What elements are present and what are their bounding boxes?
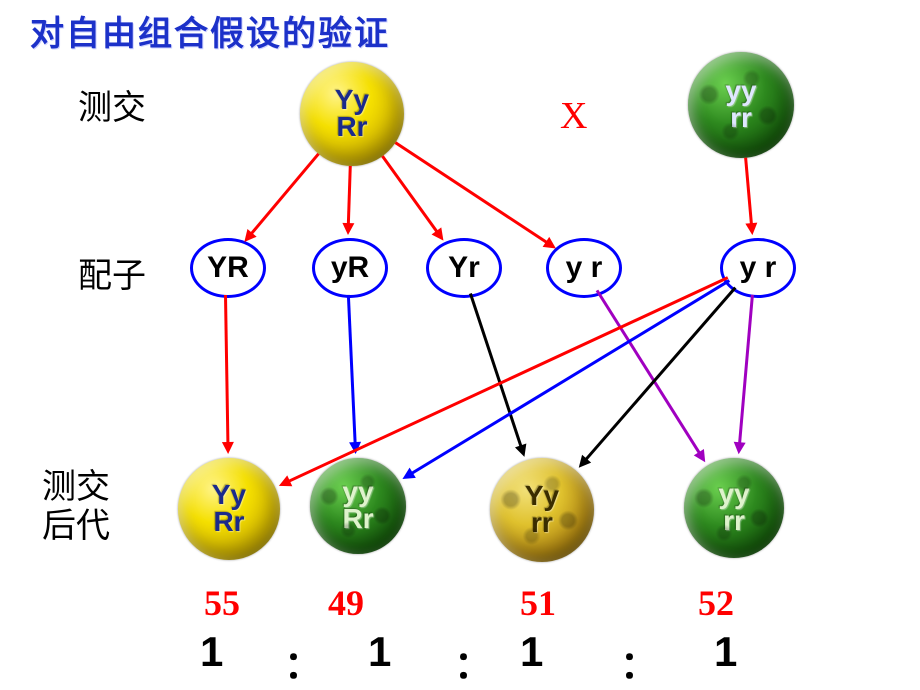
diagram-stage: 对自由组合假设的验证 测交 配子 测交 后代 X Yy Rr yy rr YR …: [0, 0, 920, 690]
offspring-pea-o1: Yy Rr: [178, 458, 280, 560]
offspring-pea-o3: Yy rr: [490, 458, 594, 562]
offspring-o2-line1: yy: [342, 479, 373, 506]
offspring-o4-line2: rr: [723, 508, 745, 535]
offspring-o1-line1: Yy: [212, 482, 246, 509]
gamete-g1: YR: [190, 238, 266, 298]
gamete-g2: yR: [312, 238, 388, 298]
offspring-o2-line2: Rr: [342, 506, 373, 533]
cross-symbol: X: [560, 94, 587, 138]
offspring-o1-line2: Rr: [213, 509, 244, 536]
label-testcross: 测交: [78, 80, 146, 129]
parent-pea-p1: Yy Rr: [300, 62, 404, 166]
offspring-o3-line1: Yy: [525, 483, 559, 510]
ratio-sep2: ：: [454, 634, 492, 689]
ratio-sep3: ：: [620, 634, 658, 689]
count-o4: 52: [698, 582, 734, 624]
parent-p2-line2: rr: [730, 105, 752, 132]
offspring-o3-line2: rr: [531, 510, 553, 537]
parent-p2-line1: yy: [725, 78, 756, 105]
count-o3: 51: [520, 582, 556, 624]
offspring-pea-o2: yy Rr: [310, 458, 406, 554]
ratio-v1: 1: [200, 628, 223, 676]
offspring-pea-o4: yy rr: [684, 458, 784, 558]
label-gametes: 配子: [78, 248, 146, 297]
parent-pea-p2: yy rr: [688, 52, 794, 158]
gamete-g4: y r: [546, 238, 622, 298]
diagram-title: 对自由组合假设的验证: [30, 6, 390, 55]
parent-p1-line1: Yy: [335, 87, 369, 114]
count-o2: 49: [328, 582, 364, 624]
ratio-sep1: ：: [284, 634, 322, 689]
count-o1: 55: [204, 582, 240, 624]
ratio-v3: 1: [520, 628, 543, 676]
offspring-o4-line1: yy: [718, 481, 749, 508]
gamete-g5: y r: [720, 238, 796, 298]
parent-p1-line2: Rr: [336, 114, 367, 141]
gamete-g3: Yr: [426, 238, 502, 298]
ratio-v4: 1: [714, 628, 737, 676]
label-offspring: 测交 后代: [42, 468, 110, 546]
ratio-v2: 1: [368, 628, 391, 676]
